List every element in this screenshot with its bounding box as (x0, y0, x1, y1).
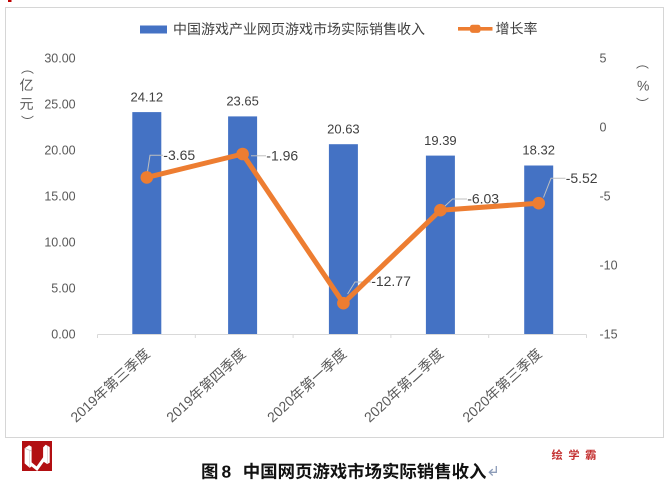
svg-text:18.32: 18.32 (522, 143, 555, 158)
svg-text:15.00: 15.00 (44, 190, 75, 204)
svg-text:-1.96: -1.96 (266, 147, 298, 163)
svg-text:-6.03: -6.03 (467, 191, 499, 207)
svg-text:5: 5 (600, 52, 607, 66)
svg-text:-5.52: -5.52 (566, 170, 598, 186)
svg-text:10.00: 10.00 (44, 236, 75, 250)
svg-text:-15: -15 (600, 328, 618, 342)
svg-text:20.00: 20.00 (44, 144, 75, 158)
svg-text:-12.77: -12.77 (371, 273, 411, 289)
svg-text:-5: -5 (600, 190, 611, 204)
svg-text:24.12: 24.12 (131, 89, 164, 104)
svg-text:0: 0 (600, 121, 607, 135)
svg-text:19.39: 19.39 (424, 133, 457, 148)
svg-text:30.00: 30.00 (44, 52, 75, 66)
svg-text:-3.65: -3.65 (163, 147, 195, 163)
svg-text:0.00: 0.00 (51, 328, 75, 342)
svg-text:5.00: 5.00 (51, 282, 75, 296)
svg-text:23.65: 23.65 (226, 94, 259, 109)
svg-text:25.00: 25.00 (44, 98, 75, 112)
svg-text:-10: -10 (600, 259, 618, 273)
svg-text:20.63: 20.63 (327, 121, 360, 136)
